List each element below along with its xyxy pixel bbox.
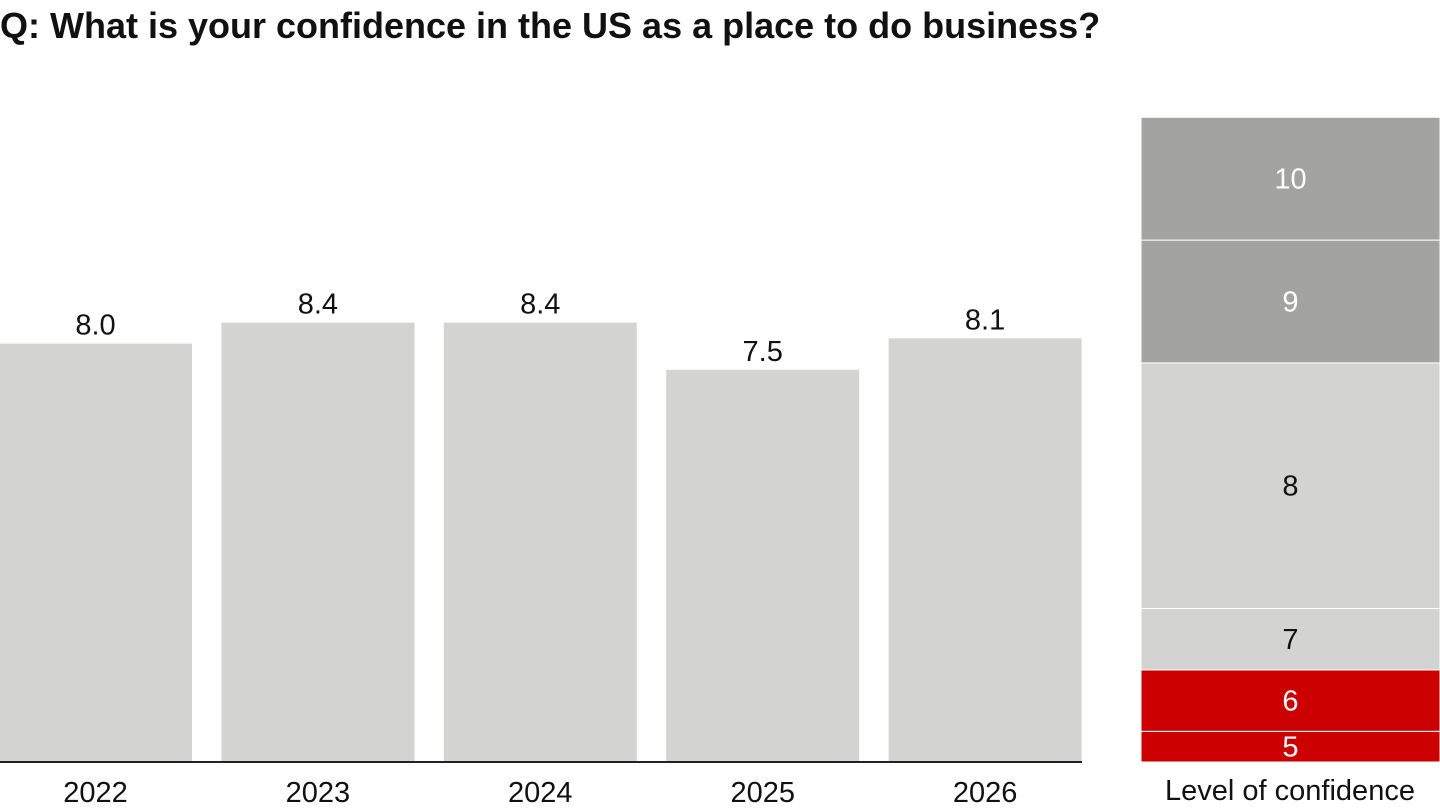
confidence-segment-8 <box>1140 362 1440 609</box>
confidence-segment-10 <box>1140 116 1440 241</box>
bar-value-label-2023: 8.4 <box>298 289 338 321</box>
confidence-segment-label-7: 7 <box>1282 624 1298 656</box>
x-tick-label-2022: 2022 <box>63 777 128 809</box>
x-tick-label-2025: 2025 <box>730 777 795 809</box>
x-tick-label-2023: 2023 <box>286 777 351 809</box>
x-tick-label-2024: 2024 <box>508 777 573 809</box>
value-labels-group: 8.0 8.4 8.4 7.5 8.1 <box>75 289 1005 368</box>
bar-value-label-2022: 8.0 <box>75 310 115 342</box>
bar-2026 <box>888 338 1082 762</box>
x-tick-label-2026: 2026 <box>953 777 1018 809</box>
confidence-segment-5 <box>1140 730 1440 763</box>
bar-2023 <box>221 322 415 762</box>
confidence-segment-label-8: 8 <box>1282 471 1298 503</box>
confidence-segment-label-5: 5 <box>1282 732 1298 764</box>
tick-labels-group: 2022 2023 2024 2025 2026 <box>63 777 1017 809</box>
bar-value-label-2024: 8.4 <box>520 289 560 321</box>
confidence-segment-6 <box>1140 669 1440 732</box>
bar-2024 <box>443 322 637 762</box>
confidence-stack: 5 6 7 8 9 10 <box>1140 116 1440 764</box>
chart-title: Q: What is your confidence in the US as … <box>0 5 1101 46</box>
bar-2025 <box>666 369 860 762</box>
bars-group <box>0 322 1082 762</box>
bar-value-label-2025: 7.5 <box>743 336 783 368</box>
stack-caption: Level of confidence <box>1165 775 1415 807</box>
bar-value-label-2026: 8.1 <box>965 304 1005 336</box>
confidence-segment-label-9: 9 <box>1282 287 1298 319</box>
confidence-segment-label-6: 6 <box>1282 686 1298 718</box>
confidence-segment-9 <box>1140 239 1440 364</box>
bar-2022 <box>0 343 192 762</box>
confidence-segment-label-10: 10 <box>1274 164 1306 196</box>
